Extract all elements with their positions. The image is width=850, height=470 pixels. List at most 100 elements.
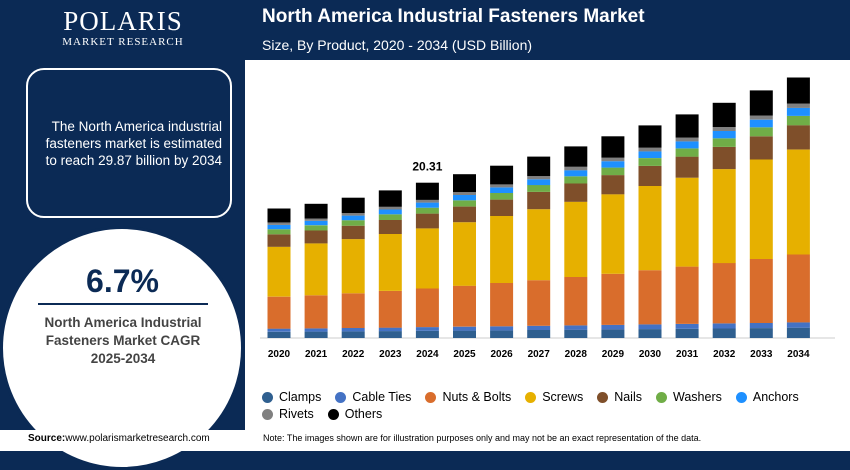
- bar-segment-rivets-2026: [490, 184, 514, 188]
- bar-segment-cable-ties-2024: [415, 327, 439, 331]
- bar-segment-screws-2024: [415, 228, 439, 289]
- bar-segment-anchors-2026: [490, 187, 514, 193]
- x-tick-label-2022: 2022: [342, 349, 365, 360]
- legend-item-screws: Screws: [525, 390, 583, 404]
- legend-swatch: [425, 391, 437, 403]
- bar-segment-anchors-2020: [267, 224, 291, 230]
- bar-segment-cable-ties-2027: [527, 325, 551, 330]
- chart-legend: Clamps Cable Ties Nuts & Bolts Screws Nails W…: [262, 390, 832, 424]
- bar-segment-screws-2032: [712, 169, 736, 264]
- bar-segment-clamps-2021: [304, 331, 328, 338]
- legend-item-washers: Washers: [656, 390, 722, 404]
- x-tick-label-2021: 2021: [305, 349, 328, 360]
- legend-swatch: [656, 391, 667, 403]
- bar-segment-nuts-bolts-2021: [304, 295, 328, 329]
- bar-segment-screws-2026: [490, 215, 514, 283]
- bar-segment-nuts-bolts-2032: [712, 263, 736, 324]
- bar-segment-washers-2022: [341, 220, 365, 226]
- bar-segment-washers-2027: [527, 185, 551, 192]
- bar-segment-others-2032: [712, 102, 736, 127]
- left-panel: POLARIS MARKET RESEARCH The North Americ…: [0, 0, 245, 470]
- logo-tagline: MARKET RESEARCH: [62, 36, 184, 48]
- bar-segment-cable-ties-2031: [675, 324, 699, 329]
- bar-segment-screws-2022: [341, 239, 365, 294]
- bar-segment-cable-ties-2029: [601, 324, 625, 330]
- bar-segment-cable-ties-2022: [341, 328, 365, 332]
- bar-segment-rivets-2029: [601, 157, 625, 162]
- chart-subtitle: Size, By Product, 2020 - 2034 (USD Billi…: [262, 37, 533, 53]
- bar-segment-nails-2028: [564, 183, 588, 202]
- legend-swatch: [262, 391, 273, 403]
- bar-segment-rivets-2032: [712, 127, 736, 131]
- bar-segment-washers-2034: [786, 115, 810, 126]
- x-tick-label-2020: 2020: [268, 349, 291, 360]
- bar-chart: 2020 2021 2022 2023 2024 2025 2026 2027 2028 2029…: [260, 77, 835, 360]
- bar-segment-washers-2031: [675, 148, 699, 157]
- bar-segment-nuts-bolts-2030: [638, 270, 662, 325]
- bar-segment-cable-ties-2021: [304, 328, 328, 332]
- bar-segment-clamps-2034: [786, 327, 810, 338]
- x-tick-label-2032: 2032: [713, 349, 736, 360]
- bar-segment-anchors-2021: [304, 220, 328, 226]
- x-tick-label-2027: 2027: [528, 349, 551, 360]
- cagr-value: 6.7%: [86, 263, 159, 299]
- bar-segment-screws-2034: [786, 149, 810, 255]
- legend-label: Screws: [542, 390, 584, 404]
- logo-wordmark: POLARIS: [63, 6, 183, 36]
- bar-segment-rivets-2020: [267, 222, 291, 225]
- legend-item-others: Others: [327, 407, 382, 421]
- bar-segment-nuts-bolts-2029: [601, 273, 625, 325]
- bar-segment-others-2023: [378, 190, 402, 207]
- bar-segment-nuts-bolts-2034: [786, 254, 810, 323]
- bar-segment-washers-2025: [453, 200, 476, 207]
- x-tick-label-2031: 2031: [676, 349, 699, 360]
- bar-segment-clamps-2022: [341, 331, 365, 338]
- chart-title: North America Industrial Fasteners Marke…: [262, 6, 645, 27]
- bar-segment-clamps-2027: [527, 330, 551, 338]
- bar-segment-rivets-2023: [378, 206, 402, 210]
- bar-segment-anchors-2024: [415, 202, 439, 208]
- bar-segment-clamps-2033: [749, 328, 773, 338]
- bar-segment-rivets-2030: [638, 147, 662, 152]
- bar-segment-nails-2029: [601, 175, 625, 195]
- bar-segment-screws-2031: [675, 177, 699, 267]
- cagr-label: North America Industrial Fasteners Marke…: [44, 315, 202, 366]
- legend-swatch: [735, 391, 747, 403]
- bar-segment-nails-2030: [638, 165, 662, 186]
- bar-segment-nuts-bolts-2026: [490, 283, 514, 327]
- bar-segment-others-2028: [564, 146, 588, 167]
- cagr-circle: [0, 226, 244, 470]
- bar-segment-washers-2021: [304, 225, 328, 231]
- bar-segment-screws-2025: [453, 222, 476, 286]
- bar-segment-cable-ties-2020: [267, 328, 291, 332]
- bar-segment-cable-ties-2026: [490, 326, 514, 331]
- bar-segment-others-2024: [415, 182, 439, 200]
- x-tick-label-2033: 2033: [750, 349, 773, 360]
- source-prefix: Source:: [28, 433, 66, 444]
- bar-segment-washers-2023: [378, 214, 402, 220]
- bar-segment-others-2030: [638, 125, 662, 148]
- legend-item-nails: Nails: [597, 390, 642, 404]
- legend-item-rivets: Rivets: [262, 407, 314, 421]
- source-url[interactable]: www.polarismarketresearch.com: [65, 433, 210, 444]
- bar-segment-rivets-2025: [453, 192, 476, 195]
- bar-segment-others-2034: [786, 77, 810, 104]
- bar-segment-anchors-2025: [453, 195, 476, 201]
- bar-segment-rivets-2028: [564, 166, 588, 171]
- bar-segment-nuts-bolts-2022: [341, 293, 365, 328]
- bar-segment-rivets-2031: [675, 137, 699, 142]
- bar-segment-nuts-bolts-2028: [564, 277, 588, 326]
- legend-item-nuts-bolts: Nuts & Bolts: [425, 390, 511, 404]
- bar-segment-screws-2029: [601, 194, 625, 274]
- bar-segment-rivets-2021: [304, 218, 328, 221]
- chart-area: 2020 2021 2022 2023 2024 2025 2026 2027 2028 2029…: [245, 60, 850, 430]
- legend-swatch: [262, 408, 273, 420]
- bar-segment-anchors-2030: [638, 151, 662, 158]
- bar-segment-washers-2024: [415, 207, 439, 214]
- bar-segment-screws-2028: [564, 201, 588, 277]
- bar-segment-cable-ties-2023: [378, 327, 402, 332]
- bar-segment-clamps-2028: [564, 329, 588, 338]
- bar-segment-nuts-bolts-2020: [267, 296, 291, 329]
- legend-item-anchors: Anchors: [735, 390, 799, 404]
- bar-segment-others-2025: [453, 174, 476, 193]
